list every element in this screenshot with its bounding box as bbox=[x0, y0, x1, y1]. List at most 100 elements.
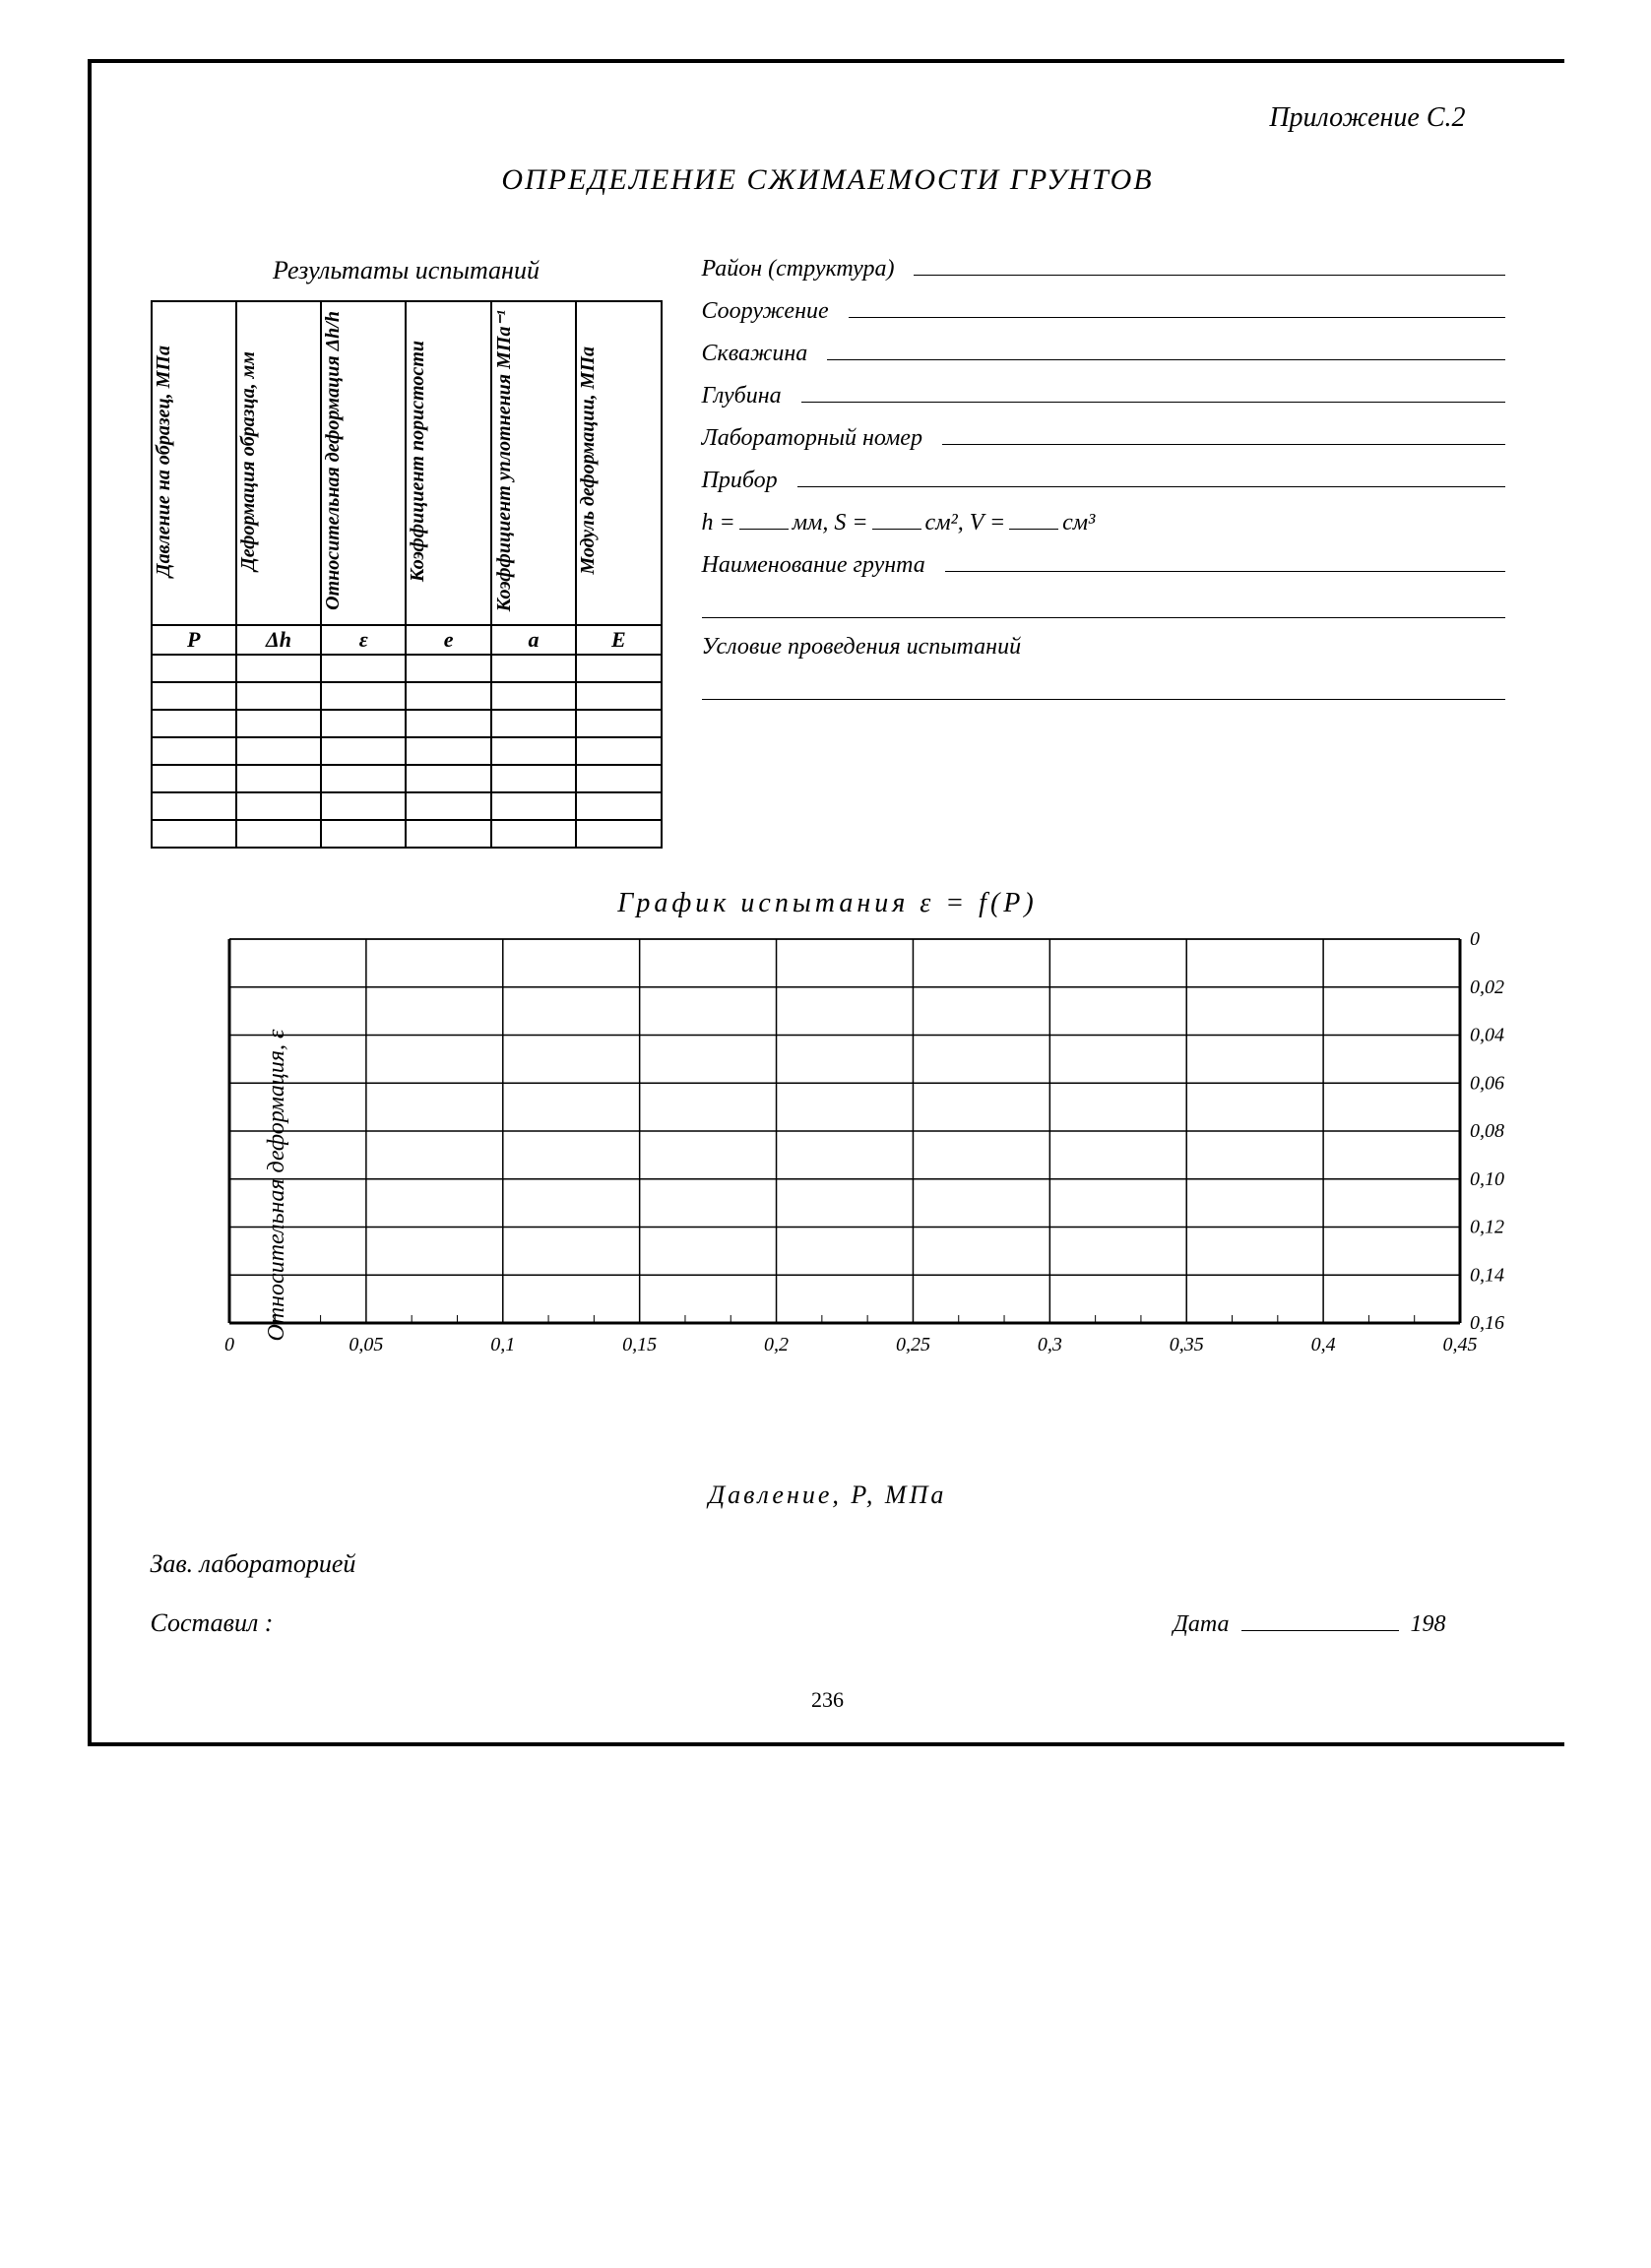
results-table: Давление на образец, МПаДеформация образ… bbox=[151, 300, 663, 849]
blank-line[interactable] bbox=[702, 595, 1505, 618]
blank-v[interactable] bbox=[1009, 529, 1058, 530]
table-cell[interactable] bbox=[152, 792, 236, 820]
column-header: Давление на образец, МПа bbox=[152, 301, 236, 625]
blank-h[interactable] bbox=[739, 529, 789, 530]
blank-line[interactable] bbox=[797, 486, 1505, 487]
blank-s[interactable] bbox=[872, 529, 921, 530]
table-row[interactable] bbox=[152, 655, 662, 682]
main-title: ОПРЕДЕЛЕНИЕ СЖИМАЕМОСТИ ГРУНТОВ bbox=[151, 163, 1505, 197]
form-page: Приложение С.2 ОПРЕДЕЛЕНИЕ СЖИМАЕМОСТИ Г… bbox=[88, 59, 1564, 1746]
table-cell[interactable] bbox=[152, 710, 236, 737]
table-cell[interactable] bbox=[406, 792, 490, 820]
table-cell[interactable] bbox=[491, 710, 576, 737]
blank-line[interactable] bbox=[801, 402, 1505, 403]
table-cell[interactable] bbox=[152, 682, 236, 710]
svg-text:0,02: 0,02 bbox=[1470, 976, 1504, 998]
blank-line[interactable] bbox=[849, 317, 1505, 318]
table-cell[interactable] bbox=[321, 820, 406, 848]
table-cell[interactable] bbox=[236, 792, 321, 820]
table-cell[interactable] bbox=[152, 765, 236, 792]
date-line: Дата 198 bbox=[1174, 1611, 1505, 1638]
meta-sooruzhenie: Сооружение bbox=[702, 298, 1505, 325]
table-cell[interactable] bbox=[576, 792, 661, 820]
table-cell[interactable] bbox=[236, 737, 321, 765]
blank-line[interactable] bbox=[914, 275, 1504, 276]
column-header: Коэффициент пористости bbox=[406, 301, 490, 625]
table-cell[interactable] bbox=[236, 710, 321, 737]
svg-text:0,2: 0,2 bbox=[764, 1334, 789, 1355]
y-axis-label: Относительная деформация, ε bbox=[264, 1030, 290, 1342]
column-symbol: a bbox=[491, 625, 576, 655]
table-cell[interactable] bbox=[321, 655, 406, 682]
svg-text:0,15: 0,15 bbox=[622, 1334, 657, 1355]
meta-rayon: Район (структура) bbox=[702, 256, 1505, 283]
table-row[interactable] bbox=[152, 765, 662, 792]
table-cell[interactable] bbox=[152, 820, 236, 848]
graph-area: Относительная деформация, ε 0 0,02 0,04 0,0… bbox=[151, 929, 1505, 1441]
table-cell[interactable] bbox=[406, 737, 490, 765]
table-cell[interactable] bbox=[491, 765, 576, 792]
table-cell[interactable] bbox=[491, 792, 576, 820]
svg-text:0,04: 0,04 bbox=[1470, 1025, 1504, 1046]
meta-uslovie: Условие проведения испытаний bbox=[702, 634, 1505, 661]
table-cell[interactable] bbox=[576, 710, 661, 737]
sig-sostavil: Составил : bbox=[151, 1608, 274, 1638]
table-cell[interactable] bbox=[576, 682, 661, 710]
table-cell[interactable] bbox=[576, 820, 661, 848]
column-header: Относительная деформация Δh/h bbox=[321, 301, 406, 625]
table-symbol-row: PΔhεeaE bbox=[152, 625, 662, 655]
table-cell[interactable] bbox=[406, 765, 490, 792]
blank-line[interactable] bbox=[827, 359, 1504, 360]
blank-line[interactable] bbox=[702, 676, 1505, 700]
table-row[interactable] bbox=[152, 710, 662, 737]
svg-text:0,10: 0,10 bbox=[1470, 1168, 1504, 1190]
x-axis-label: Давление, P, МПа bbox=[151, 1480, 1505, 1510]
table-cell[interactable] bbox=[491, 737, 576, 765]
meta-pribor: Прибор bbox=[702, 468, 1505, 494]
table-row[interactable] bbox=[152, 682, 662, 710]
blank-date[interactable] bbox=[1241, 1630, 1399, 1631]
sig-zav: Зав. лабораторией bbox=[151, 1549, 1505, 1579]
table-cell[interactable] bbox=[152, 737, 236, 765]
table-cell[interactable] bbox=[321, 765, 406, 792]
table-cell[interactable] bbox=[321, 792, 406, 820]
svg-text:0: 0 bbox=[1470, 929, 1480, 950]
svg-text:0,06: 0,06 bbox=[1470, 1073, 1504, 1095]
table-row[interactable] bbox=[152, 820, 662, 848]
blank-line[interactable] bbox=[945, 571, 1505, 572]
meta-dimensions: h =мм, S =см², V =см³ bbox=[702, 510, 1505, 536]
column-symbol: E bbox=[576, 625, 661, 655]
svg-text:0,4: 0,4 bbox=[1310, 1334, 1335, 1355]
table-cell[interactable] bbox=[236, 682, 321, 710]
table-cell[interactable] bbox=[236, 820, 321, 848]
table-cell[interactable] bbox=[491, 682, 576, 710]
column-header: Модуль деформации, МПа bbox=[576, 301, 661, 625]
page-number: 236 bbox=[151, 1687, 1505, 1713]
table-cell[interactable] bbox=[491, 655, 576, 682]
graph-grid: 00,020,040,060,080,100,120,140,1600,050,… bbox=[200, 929, 1529, 1362]
table-cell[interactable] bbox=[152, 655, 236, 682]
table-row[interactable] bbox=[152, 792, 662, 820]
appendix-label: Приложение С.2 bbox=[151, 102, 1505, 134]
table-cell[interactable] bbox=[576, 737, 661, 765]
table-cell[interactable] bbox=[576, 655, 661, 682]
table-cell[interactable] bbox=[406, 682, 490, 710]
table-cell[interactable] bbox=[321, 682, 406, 710]
svg-text:0,14: 0,14 bbox=[1470, 1265, 1504, 1287]
table-cell[interactable] bbox=[321, 737, 406, 765]
table-cell[interactable] bbox=[406, 820, 490, 848]
column-symbol: Δh bbox=[236, 625, 321, 655]
table-cell[interactable] bbox=[576, 765, 661, 792]
table-header-row: Давление на образец, МПаДеформация образ… bbox=[152, 301, 662, 625]
column-symbol: ε bbox=[321, 625, 406, 655]
table-row[interactable] bbox=[152, 737, 662, 765]
table-cell[interactable] bbox=[406, 710, 490, 737]
table-cell[interactable] bbox=[491, 820, 576, 848]
table-cell[interactable] bbox=[236, 655, 321, 682]
column-symbol: P bbox=[152, 625, 236, 655]
metadata-block: Район (структура) Сооружение Скважина Гл… bbox=[702, 256, 1505, 849]
blank-line[interactable] bbox=[942, 444, 1505, 445]
table-cell[interactable] bbox=[321, 710, 406, 737]
table-cell[interactable] bbox=[236, 765, 321, 792]
table-cell[interactable] bbox=[406, 655, 490, 682]
